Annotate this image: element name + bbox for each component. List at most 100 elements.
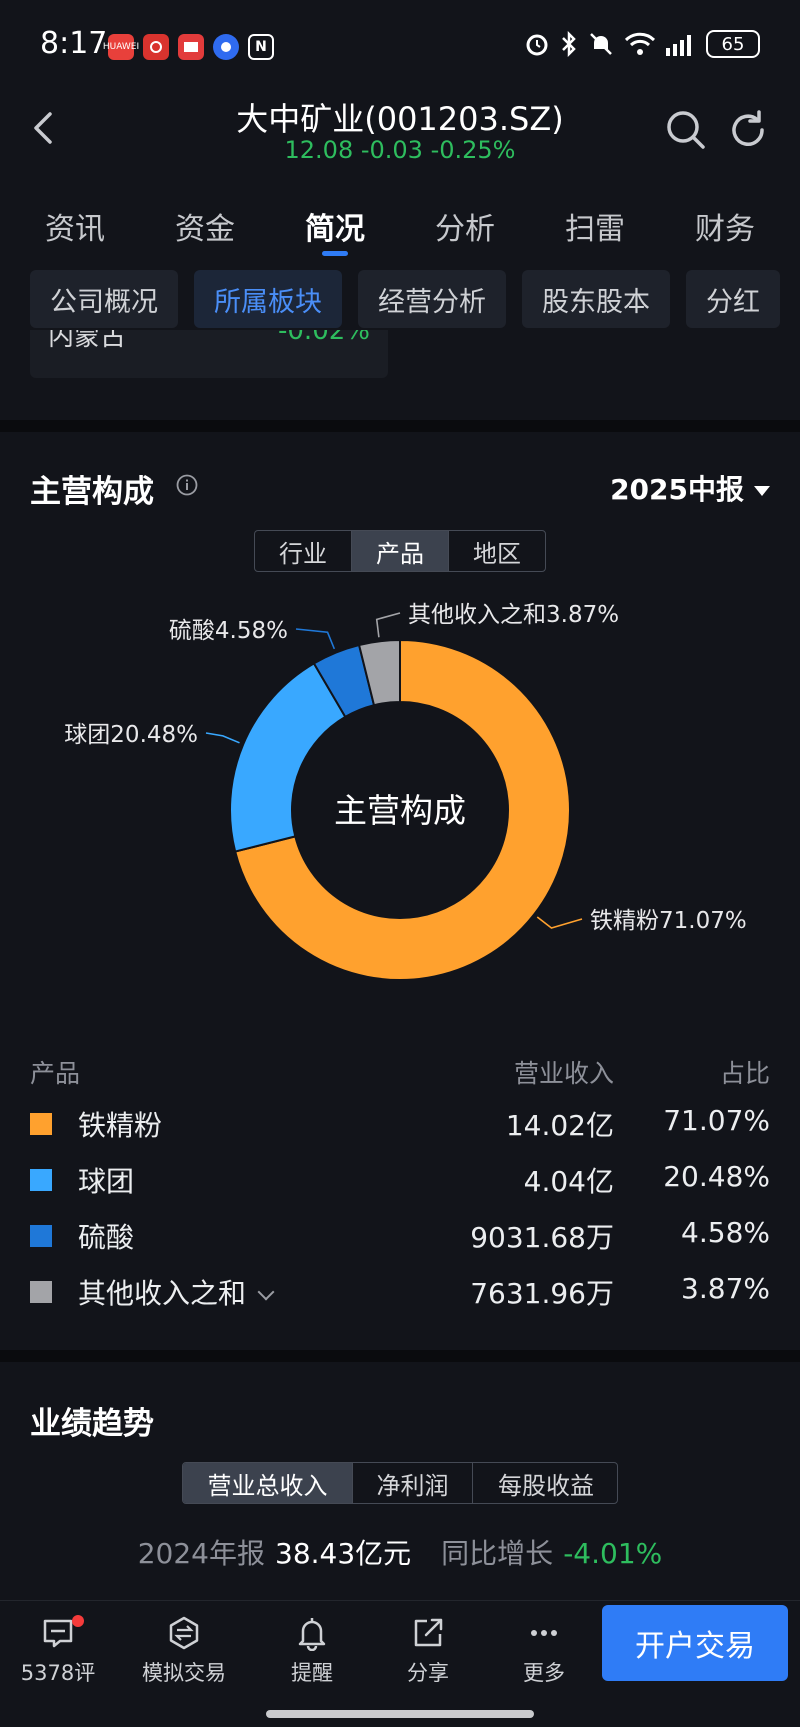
product-revenue: 7631.96万 [470,1277,614,1310]
bluetooth-icon [562,31,576,57]
subtab-company-profile[interactable]: 公司概况 [30,270,178,328]
product-revenue: 9031.68万 [470,1221,614,1254]
product-share: 3.87% [681,1272,770,1305]
product-revenue: 4.04亿 [523,1165,614,1198]
nav-sim-trade-label: 模拟交易 [142,1661,226,1685]
segment-total-revenue[interactable]: 营业总收入 [183,1463,353,1503]
header-share: 占比 [719,1059,770,1088]
table-row: 球团 4.04亿 20.48% [30,1160,770,1200]
nav-share-label: 分享 [407,1661,449,1685]
section-divider [0,420,800,432]
trend-segmented-control: 营业总收入 净利润 每股收益 [182,1462,618,1504]
tab-funds[interactable]: 资金 [175,212,235,247]
trend-period: 2024年报 [137,1537,265,1570]
nav-more-label: 更多 [523,1661,565,1685]
stock-header: 大中矿业(001203.SZ) 12.08 -0.03 -0.25% [0,90,800,175]
sector-card-partial[interactable]: 内蒙古 -0.02% [30,330,388,378]
donut-slice[interactable] [233,638,571,981]
subtab-sectors[interactable]: 所属板块 [194,270,342,328]
composition-donut-chart: 铁精粉71.07% 球团20.48% 硫酸4.58% 其他收入之和3.87% 主营构成 [64,602,747,981]
composition-segmented-control: 行业 产品 地区 [254,530,546,572]
table-row: 硫酸 9031.68万 4.58% [30,1216,770,1256]
nav-comments[interactable]: 5378评 [0,1601,116,1701]
donut-slice[interactable] [357,638,401,707]
period-selector[interactable]: 2025中报 [610,468,770,508]
back-arrow-icon[interactable] [24,108,64,148]
legend-swatch [30,1113,52,1135]
active-tab-indicator [322,251,348,256]
slice-data-label: 其他收入之和3.87% [408,602,619,628]
tab-overview-label: 简况 [305,212,365,247]
header-revenue: 营业收入 [513,1059,614,1088]
nav-more[interactable]: 更多 [486,1601,602,1701]
legend-swatch [30,1281,52,1303]
subtab-dividends[interactable]: 分红 [686,270,780,328]
slice-data-label: 球团20.48% [64,722,198,748]
notification-icons: HUAWEI N [103,34,274,60]
more-dots-icon [531,1630,557,1636]
product-name: 球团 [78,1165,135,1198]
caret-down-icon [754,486,770,496]
legend-swatch [30,1169,52,1191]
section-divider [0,1350,800,1362]
label-leader-line [536,916,583,929]
segment-product[interactable]: 产品 [352,531,449,571]
mute-icon [590,33,612,55]
segment-net-profit[interactable]: 净利润 [353,1463,473,1503]
product-name: 硫酸 [78,1221,135,1254]
mail-icon [178,34,204,60]
tab-financials[interactable]: 财务 [695,212,755,247]
tab-analysis[interactable]: 分析 [435,212,495,247]
product-revenue: 14.02亿 [505,1109,614,1142]
yoy-value: -4.01% [563,1537,663,1570]
nav-comments-label: 5378评 [20,1661,96,1685]
status-bar: 8:17 HUAWEI N 65 [0,0,800,90]
refresh-icon[interactable] [726,108,770,152]
tab-news[interactable]: 资讯 [45,212,105,247]
nav-sim-trade[interactable]: 模拟交易 [126,1601,242,1701]
subtab-shareholders[interactable]: 股东股本 [522,270,670,328]
segment-region[interactable]: 地区 [473,539,521,568]
product-name: 其他收入之和 [78,1277,247,1310]
product-share: 4.58% [681,1216,770,1249]
slice-data-label: 铁精粉71.07% [590,908,747,934]
home-indicator[interactable] [266,1710,534,1718]
main-tabs: 资讯 资金 简况 分析 扫雷 财务 [0,184,800,264]
product-name: 铁精粉 [78,1109,163,1142]
wifi-icon [624,32,656,55]
segment-eps[interactable]: 每股收益 [498,1471,594,1500]
search-icon[interactable] [664,108,708,152]
nfc-icon: N [248,34,274,60]
tab-overview[interactable]: 简况 [305,184,365,264]
app-icon-red [143,34,169,60]
chevron-down-icon[interactable] [257,1283,275,1301]
composition-title: 主营构成 [30,474,154,510]
donut-center-label: 主营构成 [334,791,466,830]
bell-icon [298,1618,326,1651]
comment-icon [43,1619,73,1648]
nav-share[interactable]: 分享 [370,1601,486,1701]
product-share: 71.07% [663,1104,770,1137]
table-row: 铁精粉 14.02亿 71.07% [30,1104,770,1144]
status-time: 8:17 [40,26,108,61]
sector-change: -0.02% [278,330,370,346]
nav-alert-label: 提醒 [291,1661,333,1685]
trend-summary: 2024年报 38.43亿元 同比增长 -4.01% [0,1532,800,1572]
sector-name: 内蒙古 [48,330,127,352]
tab-risk-scan[interactable]: 扫雷 [565,212,625,247]
table-row-expandable[interactable]: 其他收入之和 7631.96万 3.87% [30,1272,770,1312]
period-label: 2025中报 [610,473,744,506]
subtab-business-analysis[interactable]: 经营分析 [358,270,506,328]
product-share: 20.48% [663,1160,770,1193]
donut-slice[interactable] [229,662,347,853]
system-status: 65 [524,30,760,58]
exchange-icon [169,1616,199,1650]
info-icon[interactable] [176,474,198,496]
yoy-label: 同比增长 [441,1537,554,1570]
nav-alert[interactable]: 提醒 [254,1601,370,1701]
slice-data-label: 硫酸4.58% [169,618,288,644]
segment-industry[interactable]: 行业 [255,531,352,571]
trend-value: 38.43亿元 [275,1537,412,1570]
stock-quote: 12.08 -0.03 -0.25% [284,136,516,164]
open-account-trade-button[interactable]: 开户交易 [602,1605,788,1681]
